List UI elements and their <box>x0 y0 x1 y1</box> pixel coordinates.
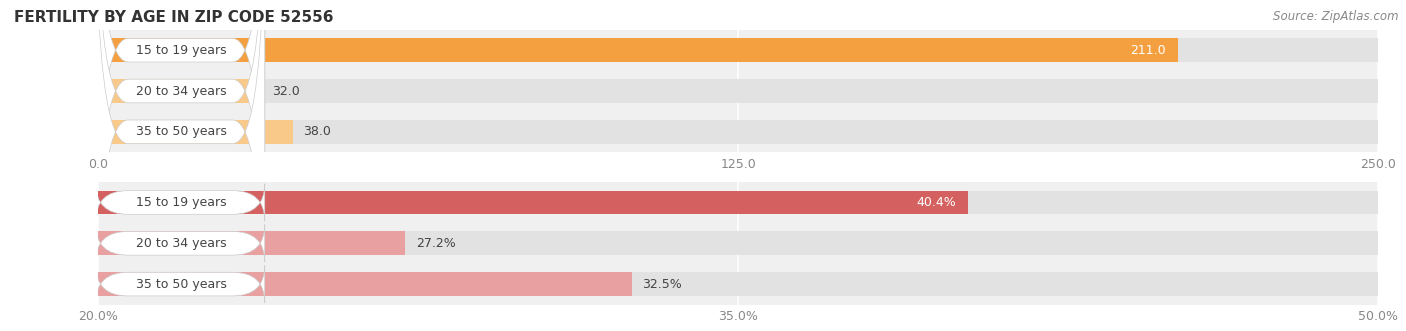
Bar <box>98 272 1378 296</box>
Bar <box>98 79 1378 103</box>
Bar <box>98 38 1178 62</box>
Bar <box>98 38 1378 62</box>
Text: 27.2%: 27.2% <box>416 237 456 250</box>
FancyBboxPatch shape <box>96 0 264 294</box>
Text: 32.0: 32.0 <box>273 84 299 98</box>
Bar <box>98 191 969 214</box>
FancyBboxPatch shape <box>96 265 264 303</box>
FancyBboxPatch shape <box>96 184 264 221</box>
Text: 20 to 34 years: 20 to 34 years <box>136 84 226 98</box>
Text: 15 to 19 years: 15 to 19 years <box>136 196 226 209</box>
Text: 35 to 50 years: 35 to 50 years <box>136 278 226 291</box>
Bar <box>98 120 1378 144</box>
Text: Source: ZipAtlas.com: Source: ZipAtlas.com <box>1274 10 1399 23</box>
Bar <box>98 79 262 103</box>
Text: 40.4%: 40.4% <box>915 196 956 209</box>
Text: 15 to 19 years: 15 to 19 years <box>136 44 226 57</box>
Text: FERTILITY BY AGE IN ZIP CODE 52556: FERTILITY BY AGE IN ZIP CODE 52556 <box>14 10 333 25</box>
Text: 20 to 34 years: 20 to 34 years <box>136 237 226 250</box>
Text: 35 to 50 years: 35 to 50 years <box>136 125 226 138</box>
Text: 211.0: 211.0 <box>1130 44 1166 57</box>
Bar <box>98 231 1378 255</box>
Bar <box>98 191 1378 214</box>
Text: 32.5%: 32.5% <box>641 278 682 291</box>
Bar <box>98 120 292 144</box>
Text: 38.0: 38.0 <box>304 125 330 138</box>
Bar <box>98 231 405 255</box>
FancyBboxPatch shape <box>96 224 264 262</box>
FancyBboxPatch shape <box>96 0 264 331</box>
Bar <box>98 272 631 296</box>
FancyBboxPatch shape <box>96 0 264 331</box>
